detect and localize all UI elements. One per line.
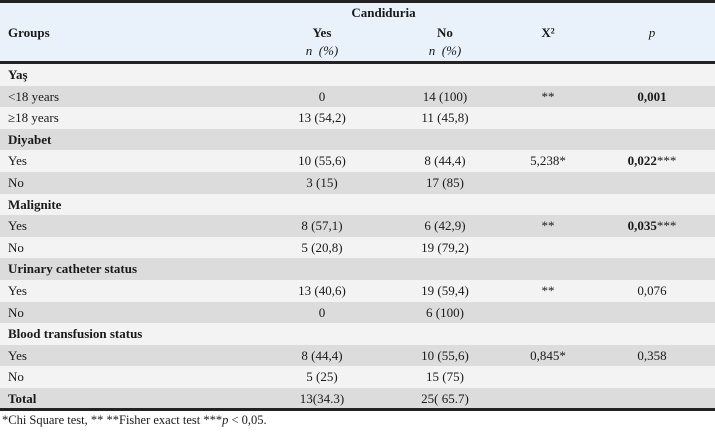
row-label: Total — [8, 390, 37, 406]
header-chi-square: X² — [541, 25, 555, 40]
bottom-rule — [0, 408, 715, 411]
cell-no: 6 (42,9) — [424, 218, 466, 234]
section-row: Malignite — [0, 193, 715, 216]
cell-chi-square: 0,845* — [530, 347, 566, 363]
cell-no: 8 (44,4) — [424, 153, 466, 169]
cell-p: 0,076 — [602, 280, 702, 302]
p-significance: *** — [656, 153, 677, 169]
table-row: Yes 10 (55,6) 8 (44,4) 5,238* 0,022*** — [0, 150, 715, 172]
header-no: No — [437, 25, 453, 40]
cell-yes: 5 (20,8) — [301, 239, 343, 255]
p-value: 0,022 — [627, 153, 657, 169]
cell-p: 0,035*** — [602, 215, 702, 237]
p-value: 0,035 — [627, 218, 657, 234]
header-p: p — [648, 25, 656, 40]
cell-chi-square: ** — [541, 88, 555, 104]
row-label: <18 years — [8, 88, 60, 104]
table-row: ≥18 years 13 (54,2) 11 (45,8) — [0, 107, 715, 129]
header-n-pct-yes: n (%) — [305, 43, 339, 58]
table-row: No 3 (15) 17 (85) — [0, 171, 715, 194]
row-label: No — [8, 239, 24, 255]
row-label: Blood transfusion status — [8, 326, 143, 342]
cell-p: 0,358 — [602, 345, 702, 367]
row-label: Yes — [8, 153, 27, 169]
table-row: No 5 (25) 15 (75) — [0, 366, 715, 388]
table-row: Yes 13 (40,6) 19 (59,4) ** 0,076 — [0, 279, 715, 302]
table-row: Yes 8 (44,4) 10 (55,6) 0,845* 0,358 — [0, 344, 715, 367]
cell-no: 25( 65.7) — [421, 390, 469, 406]
table-row: No 5 (20,8) 19 (79,2) — [0, 236, 715, 259]
cell-no: 19 (59,4) — [421, 282, 469, 298]
cell-yes: 8 (57,1) — [301, 218, 343, 234]
total-row: Total 13(34.3) 25( 65.7) — [0, 387, 715, 410]
section-row: Diyabet — [0, 128, 715, 151]
cell-yes: 0 — [318, 304, 326, 320]
row-label: No — [8, 174, 24, 190]
row-label: Yaş — [8, 67, 28, 82]
cell-yes: 13(34.3) — [299, 390, 345, 406]
cell-chi-square: 5,238* — [530, 153, 566, 169]
cell-no: 15 (75) — [426, 369, 464, 385]
cell-chi-square: ** — [541, 218, 555, 234]
cell-yes: 0 — [318, 88, 326, 104]
header-candiduria: Candiduria — [351, 5, 416, 20]
section-row: Yaş — [0, 64, 715, 86]
cell-yes: 8 (44,4) — [301, 347, 343, 363]
cell-p: 0,022*** — [602, 150, 702, 172]
cell-no: 6 (100) — [426, 304, 464, 320]
p-value: 0,001 — [637, 88, 667, 104]
cell-no: 19 (79,2) — [421, 239, 469, 255]
footnote-p: p — [222, 413, 229, 427]
cell-no: 10 (55,6) — [421, 347, 469, 363]
p-significance: *** — [656, 218, 677, 234]
section-row: Blood transfusion status — [0, 323, 715, 345]
table-header: Candiduria Groups Yes No X² p n (%) n (%… — [0, 0, 715, 64]
cell-yes: 10 (55,6) — [298, 153, 346, 169]
row-label: Yes — [8, 282, 27, 298]
footnote-text: *Chi Square test, ** **Fisher exact test… — [2, 413, 223, 427]
table-body: Yaş <18 years 0 14 (100) ** 0,001 ≥18 years 13 … — [0, 64, 715, 410]
section-row: Urinary catheter status — [0, 258, 715, 280]
cell-yes: 13 (54,2) — [298, 110, 346, 126]
table-row: No 0 6 (100) — [0, 301, 715, 324]
row-label: Yes — [8, 347, 27, 363]
header-yes: Yes — [312, 25, 332, 40]
cell-yes: 13 (40,6) — [298, 282, 346, 298]
row-label: No — [8, 304, 24, 320]
cell-no: 17 (85) — [426, 174, 464, 190]
candiduria-table: Candiduria Groups Yes No X² p n (%) n (%… — [0, 0, 715, 410]
row-label: Urinary catheter status — [8, 261, 138, 277]
cell-chi-square: ** — [541, 282, 555, 298]
cell-no: 11 (45,8) — [421, 110, 469, 126]
cell-yes: 3 (15) — [306, 174, 338, 190]
cell-yes: 5 (25) — [306, 369, 338, 385]
row-label: No — [8, 369, 24, 385]
p-value: 0,358 — [637, 347, 667, 363]
table-row: Yes 8 (57,1) 6 (42,9) ** 0,035*** — [0, 215, 715, 237]
cell-no: 14 (100) — [422, 88, 468, 104]
header-n-pct-no: n (%) — [428, 43, 462, 58]
footnote: *Chi Square test, ** **Fisher exact test… — [2, 413, 267, 428]
row-label: Yes — [8, 218, 27, 234]
p-value: 0,076 — [637, 282, 667, 298]
cell-p: 0,001 — [602, 86, 702, 108]
footnote-threshold: < 0,05. — [228, 413, 267, 427]
table-row: <18 years 0 14 (100) ** 0,001 — [0, 85, 715, 108]
header-groups: Groups — [8, 25, 50, 40]
row-label: Diyabet — [8, 131, 52, 147]
row-label: Malignite — [8, 196, 62, 212]
row-label: ≥18 years — [8, 110, 59, 126]
